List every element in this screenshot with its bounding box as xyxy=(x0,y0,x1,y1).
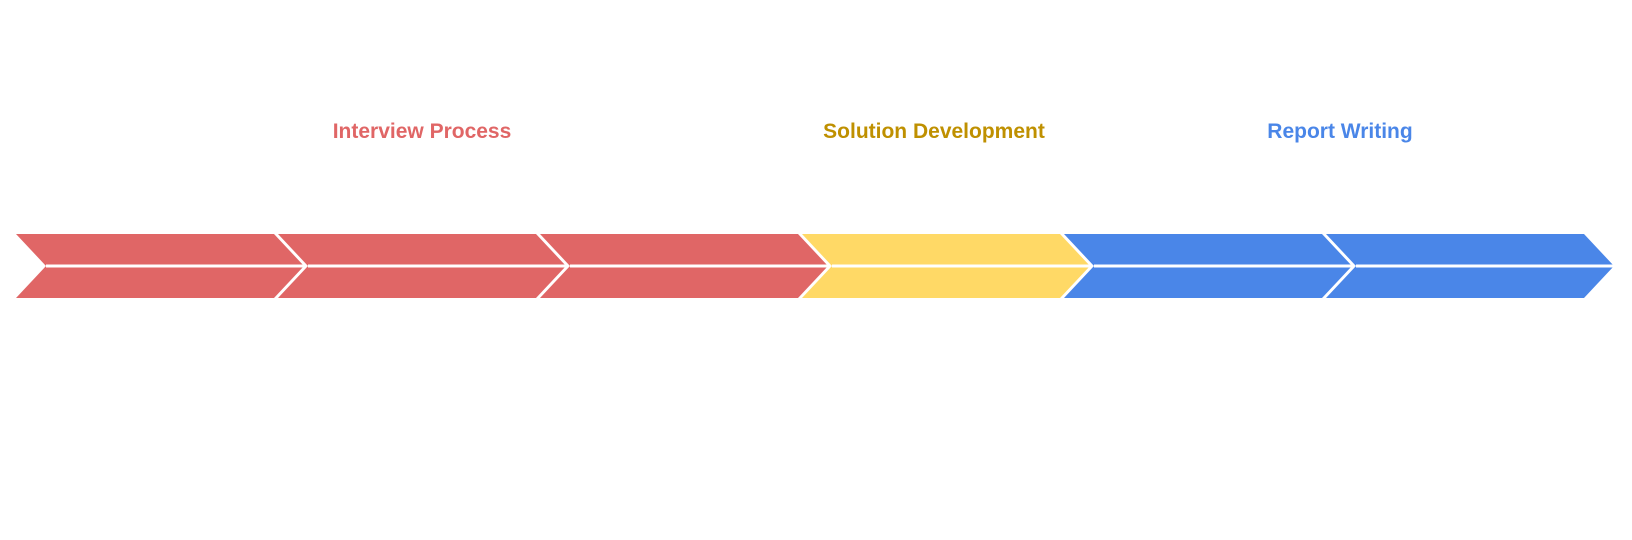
phase-label-solution: Solution Development xyxy=(823,120,1045,143)
phase-label-report: Report Writing xyxy=(1267,120,1412,143)
phase-labels: Interview Process Solution Development R… xyxy=(333,120,1413,143)
phase-label-interview: Interview Process xyxy=(333,120,512,143)
chevron-track xyxy=(16,234,1614,298)
